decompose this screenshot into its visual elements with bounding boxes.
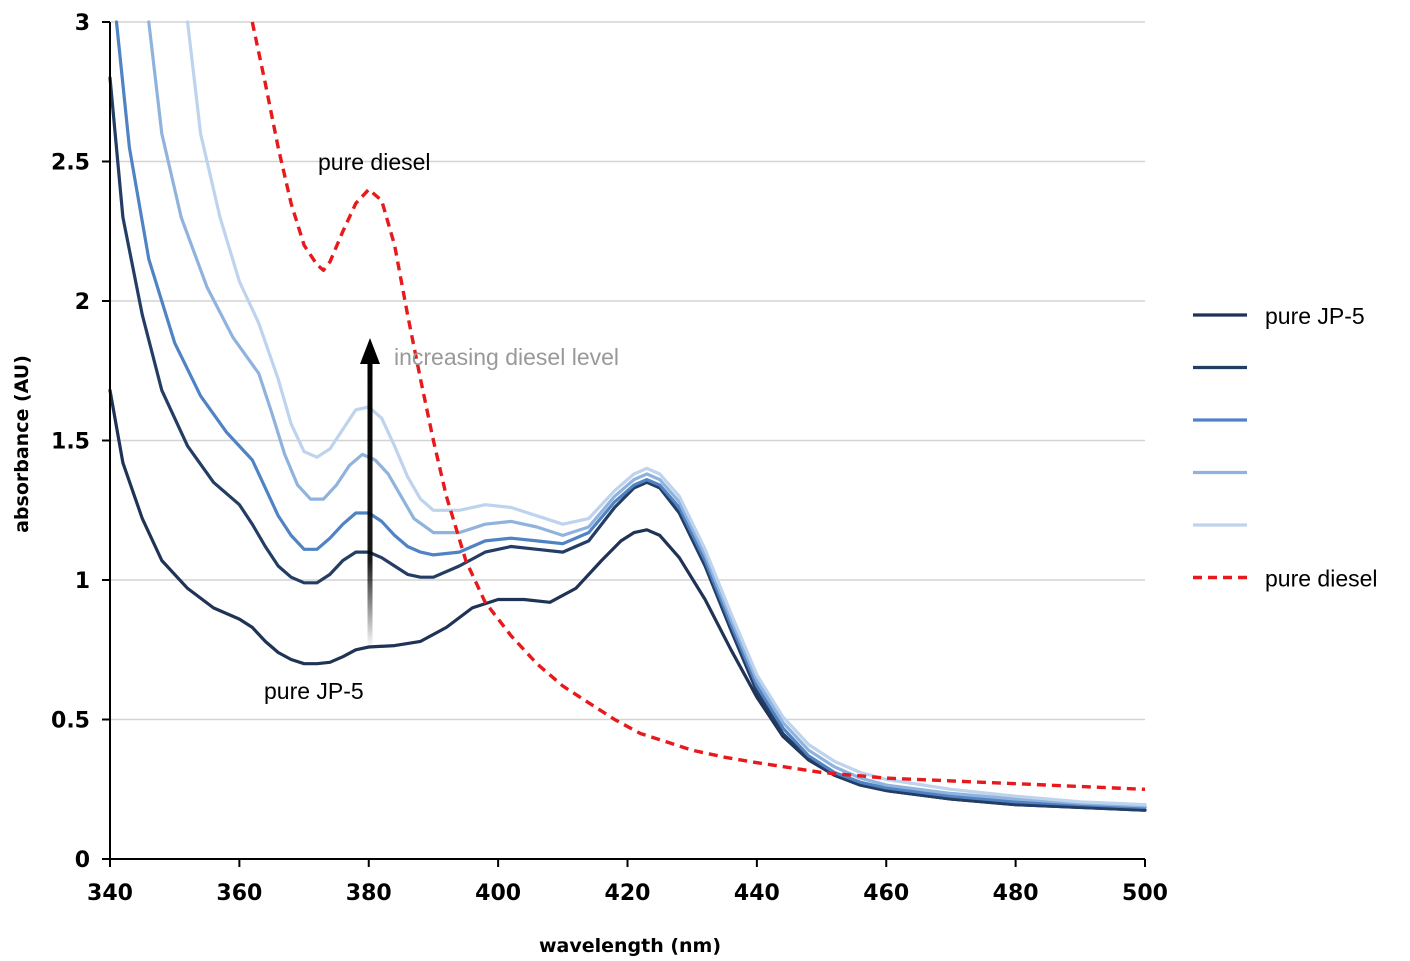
x-tick-label-1: 360: [216, 881, 262, 906]
y-tick-label-1: 0.5: [51, 709, 90, 734]
series-line-5: [250, 21, 1146, 791]
series-line-4: [186, 20, 1147, 807]
series-lines: [108, 20, 1147, 812]
y-tick-label-2: 1: [75, 569, 90, 594]
x-tick-label-0: 340: [87, 881, 133, 906]
legend-label-5: pure diesel: [1265, 566, 1378, 592]
grid-lines: [110, 21, 1145, 721]
y-axis-title: absorbance (AU): [11, 355, 33, 533]
x-tick-label-2: 380: [346, 881, 392, 906]
x-tick-labels: 340 360 380 400 420 440 460 480 500: [87, 881, 1168, 906]
x-tick-label-7: 480: [993, 881, 1039, 906]
y-tick-label-0: 0: [75, 848, 90, 873]
y-tick-labels: 0 0.5 1 1.5 2 2.5 3: [51, 11, 90, 873]
increasing-arrow: [360, 338, 380, 648]
legend: pure JP-5 pure diesel: [1193, 303, 1378, 592]
series-line-0: [108, 388, 1147, 812]
arrow-shaft: [367, 358, 373, 648]
y-tick-label-4: 2: [75, 290, 90, 315]
series-line-3: [147, 20, 1147, 808]
y-tick-label-3: 1.5: [51, 430, 90, 455]
series-line-2: [114, 20, 1147, 809]
x-tick-label-3: 400: [475, 881, 521, 906]
x-axis-title: wavelength (nm): [539, 935, 721, 957]
y-tick-label-6: 3: [75, 11, 90, 36]
series-line-1: [108, 76, 1147, 812]
arrow-head: [360, 338, 380, 364]
axes: [102, 21, 1146, 867]
annotation-increasing-diesel: increasing diesel level: [394, 344, 619, 370]
annotation-pure-jp5: pure JP-5: [264, 678, 364, 704]
x-tick-label-8: 500: [1122, 881, 1168, 906]
legend-label-0: pure JP-5: [1265, 303, 1365, 329]
x-tick-label-4: 420: [605, 881, 651, 906]
y-tick-label-5: 2.5: [51, 151, 90, 176]
x-tick-label-5: 440: [734, 881, 780, 906]
annotation-pure-diesel: pure diesel: [318, 149, 431, 175]
x-tick-label-6: 460: [863, 881, 909, 906]
